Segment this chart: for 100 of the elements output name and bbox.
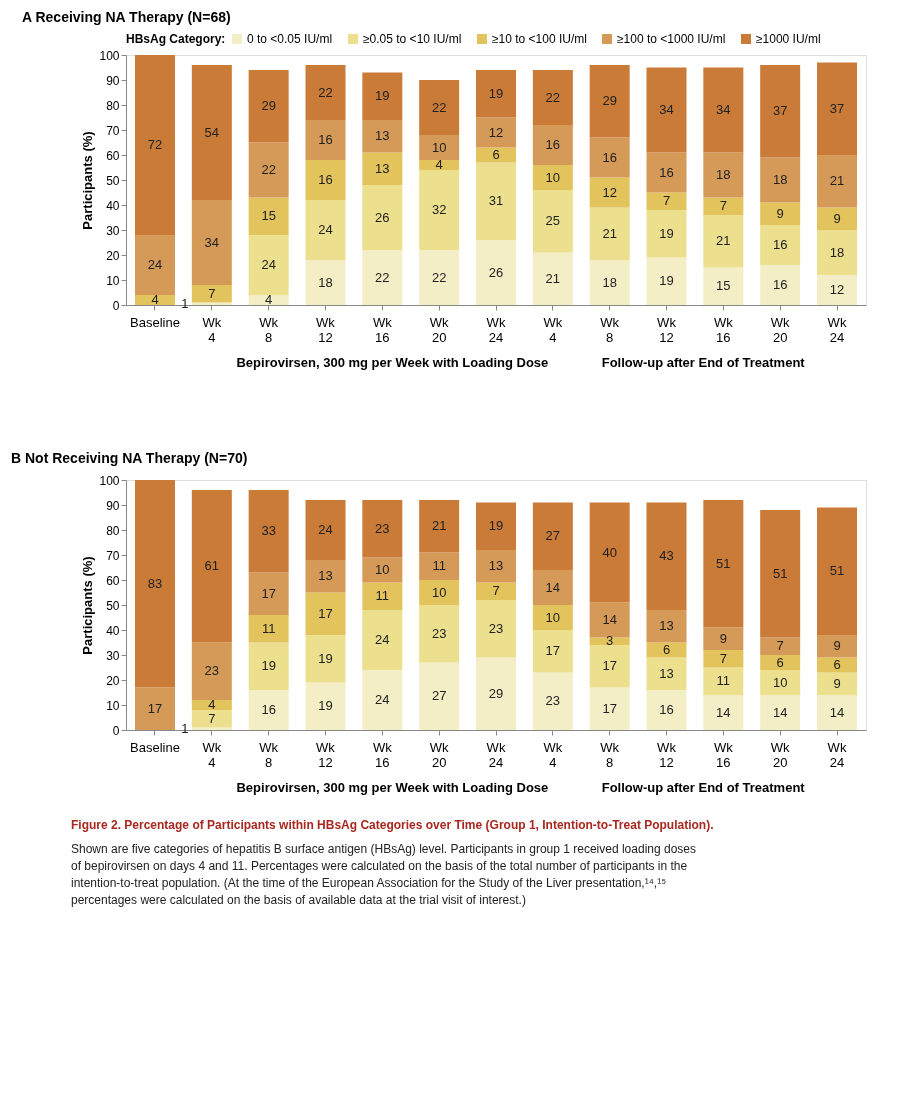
data-label: 13 bbox=[659, 665, 674, 681]
bar bbox=[191, 200, 232, 285]
x-tick-label: Wk 16 bbox=[713, 739, 734, 770]
data-label: 23 bbox=[204, 663, 220, 679]
data-label: 16 bbox=[772, 237, 788, 252]
bar bbox=[248, 70, 289, 143]
y-tick-label: 20 bbox=[106, 248, 120, 263]
y-tick-label: 70 bbox=[106, 123, 120, 138]
data-label: 6 bbox=[833, 657, 841, 672]
data-label: 19 bbox=[659, 225, 674, 241]
bar bbox=[589, 645, 630, 688]
data-label: 18 bbox=[602, 274, 617, 290]
data-label: 7 bbox=[492, 583, 500, 599]
bar bbox=[305, 500, 346, 560]
bar bbox=[476, 502, 516, 550]
bar bbox=[305, 560, 346, 593]
bar bbox=[646, 210, 687, 258]
bar bbox=[305, 200, 346, 260]
data-label: 10 bbox=[545, 609, 561, 625]
bar bbox=[589, 260, 630, 305]
y-tick-label: 100 bbox=[99, 48, 120, 63]
bar bbox=[532, 630, 573, 673]
legend-label: ≥10 to <100 IU/ml bbox=[492, 32, 587, 46]
bar bbox=[646, 257, 687, 305]
bar bbox=[760, 655, 801, 670]
data-label: 7 bbox=[719, 198, 727, 214]
x-tick-label: Baseline bbox=[130, 739, 180, 755]
bar bbox=[362, 152, 403, 185]
bar bbox=[817, 155, 858, 208]
bar bbox=[476, 657, 516, 730]
bar bbox=[646, 642, 687, 658]
data-label: 11 bbox=[716, 673, 731, 689]
bar bbox=[191, 642, 232, 700]
y-tick-label: 90 bbox=[106, 498, 120, 513]
bar bbox=[760, 225, 801, 265]
data-label: 7 bbox=[719, 650, 727, 666]
data-label: 17 bbox=[318, 605, 333, 621]
y-axis-title: Participants (%) bbox=[80, 556, 96, 655]
bar bbox=[703, 667, 744, 695]
legend-label: ≥1000 IU/ml bbox=[756, 32, 821, 46]
data-label: 51 bbox=[716, 555, 731, 571]
data-label: 21 bbox=[829, 173, 845, 189]
bar bbox=[305, 160, 346, 200]
data-label: 83 bbox=[147, 575, 163, 591]
bar bbox=[589, 207, 630, 260]
data-label: 37 bbox=[829, 100, 845, 116]
bar bbox=[419, 500, 460, 553]
y-tick-label: 100 bbox=[99, 473, 120, 488]
bar bbox=[532, 605, 573, 630]
data-label: 7 bbox=[208, 710, 216, 726]
data-label: 51 bbox=[829, 563, 845, 579]
bar bbox=[589, 687, 630, 730]
data-label: 21 bbox=[602, 225, 617, 241]
data-label: 22 bbox=[261, 162, 276, 177]
bar bbox=[305, 592, 346, 635]
bar bbox=[760, 157, 801, 203]
data-label: 24 bbox=[318, 522, 333, 537]
data-label: 33 bbox=[261, 523, 276, 539]
data-label: 23 bbox=[488, 620, 504, 636]
text: Shown are five categories of hepatitis B surface antigen (HBsAg) level. Participants in group 1 received loading doses of bepirovirsen on days 4 and 11. Percentages were calculated on the basis of the total number of participants in the intention-to-treat population. (At the time of the European Association for the Study of the Liver presentation,¹⁴,¹⁵ percentages were calculated on the basis of available data at the trial visit of interest.) bbox=[71, 842, 697, 907]
bar bbox=[532, 125, 573, 165]
bar bbox=[646, 192, 687, 210]
text: Bepirovirsen, 300 mg per Week with Loading Dose bbox=[236, 355, 549, 370]
bar bbox=[817, 275, 858, 305]
data-label: 7 bbox=[776, 638, 784, 654]
data-label: 31 bbox=[488, 193, 504, 209]
data-label: 34 bbox=[716, 102, 731, 117]
data-label: 14 bbox=[829, 704, 845, 720]
data-label: 22 bbox=[431, 269, 447, 285]
data-label: 17 bbox=[261, 585, 276, 601]
x-tick-label: Wk 20 bbox=[770, 739, 791, 770]
caption: Figure 2. Percentage of Participants within HBsAg Categories over Time (Group 1, Intention-to-Treat Population). bbox=[71, 818, 714, 832]
bar bbox=[362, 250, 403, 305]
bar bbox=[134, 295, 175, 305]
data-label: 9 bbox=[833, 638, 841, 654]
data-label: 21 bbox=[716, 233, 731, 249]
data-label: 10 bbox=[375, 562, 390, 577]
x-tick-label: Wk 12 bbox=[316, 739, 336, 770]
bar bbox=[362, 500, 403, 558]
x-tick-label: Wk 12 bbox=[657, 739, 677, 770]
data-label: 17 bbox=[545, 643, 561, 659]
data-label: 22 bbox=[545, 89, 561, 105]
data-label: 12 bbox=[488, 124, 504, 140]
data-label: 19 bbox=[488, 518, 504, 534]
data-label: 13 bbox=[659, 618, 674, 634]
x-tick-label: Wk 4 bbox=[202, 314, 222, 345]
x-tick-label: Wk 12 bbox=[657, 314, 677, 345]
x-tick-label: Wk 24 bbox=[486, 314, 506, 345]
y-tick-label: 60 bbox=[106, 573, 120, 588]
data-label: 9 bbox=[833, 675, 841, 691]
bar bbox=[532, 502, 573, 570]
data-label: 18 bbox=[772, 172, 788, 187]
bar bbox=[703, 627, 744, 650]
bar bbox=[703, 267, 744, 305]
data-label: 18 bbox=[318, 274, 333, 290]
data-label: 9 bbox=[719, 630, 727, 646]
data-label: 24 bbox=[375, 632, 390, 647]
bar bbox=[476, 550, 516, 583]
data-label: 14 bbox=[545, 579, 561, 595]
data-label: 9 bbox=[833, 210, 841, 226]
